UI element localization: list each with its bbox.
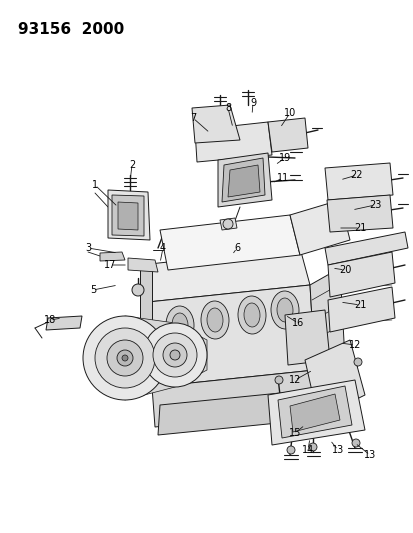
Ellipse shape	[237, 296, 266, 334]
Circle shape	[308, 443, 316, 451]
Text: 12: 12	[348, 340, 360, 350]
Text: 11: 11	[276, 173, 288, 183]
Polygon shape	[277, 386, 351, 438]
Circle shape	[351, 439, 359, 447]
Text: 10: 10	[283, 108, 295, 118]
Text: 22: 22	[350, 170, 362, 180]
Text: 21: 21	[353, 223, 366, 233]
Polygon shape	[304, 340, 364, 418]
Ellipse shape	[271, 291, 298, 329]
Polygon shape	[112, 195, 144, 236]
Polygon shape	[108, 190, 150, 240]
Polygon shape	[219, 218, 236, 230]
Circle shape	[95, 328, 154, 388]
Text: 93156  2000: 93156 2000	[18, 22, 124, 37]
Circle shape	[163, 343, 187, 367]
Polygon shape	[46, 316, 82, 330]
Polygon shape	[118, 202, 138, 230]
Circle shape	[274, 376, 282, 384]
Circle shape	[353, 358, 361, 366]
Polygon shape	[327, 252, 394, 297]
Polygon shape	[218, 153, 271, 207]
Circle shape	[132, 284, 144, 296]
Text: 8: 8	[224, 103, 230, 113]
Circle shape	[142, 323, 206, 387]
Polygon shape	[192, 105, 240, 143]
Circle shape	[286, 446, 294, 454]
Ellipse shape	[206, 308, 223, 332]
Polygon shape	[159, 215, 299, 270]
Text: 19: 19	[278, 153, 290, 163]
Text: 15: 15	[288, 428, 301, 438]
Polygon shape	[326, 195, 392, 232]
Text: 20: 20	[338, 265, 350, 275]
Polygon shape	[228, 165, 259, 197]
Polygon shape	[327, 287, 394, 332]
Polygon shape	[324, 163, 392, 200]
Circle shape	[122, 355, 128, 361]
Circle shape	[170, 350, 180, 360]
Polygon shape	[267, 118, 307, 152]
Polygon shape	[289, 200, 349, 255]
Text: 9: 9	[249, 98, 256, 108]
Text: 2: 2	[128, 160, 135, 170]
Circle shape	[107, 340, 142, 376]
Ellipse shape	[166, 306, 194, 344]
Text: 3: 3	[85, 243, 91, 253]
Circle shape	[117, 350, 133, 366]
Text: 18: 18	[44, 315, 56, 325]
Ellipse shape	[200, 301, 228, 339]
Text: 16: 16	[291, 318, 304, 328]
Text: 7: 7	[190, 113, 196, 123]
Polygon shape	[324, 232, 407, 265]
Polygon shape	[195, 122, 271, 162]
Polygon shape	[284, 310, 329, 365]
Circle shape	[153, 333, 197, 377]
Ellipse shape	[171, 313, 188, 337]
Text: 4: 4	[159, 243, 166, 253]
Ellipse shape	[276, 298, 292, 322]
Polygon shape	[158, 390, 309, 435]
Text: 13: 13	[363, 450, 375, 460]
Ellipse shape	[243, 303, 259, 327]
Polygon shape	[140, 265, 152, 387]
Text: 13: 13	[331, 445, 343, 455]
Text: 17: 17	[104, 260, 116, 270]
Polygon shape	[221, 158, 264, 202]
Circle shape	[223, 219, 233, 229]
Polygon shape	[309, 268, 344, 370]
Text: 23: 23	[368, 200, 380, 210]
Polygon shape	[147, 285, 314, 387]
Polygon shape	[289, 394, 339, 432]
Polygon shape	[90, 316, 206, 400]
Text: 12: 12	[288, 375, 301, 385]
Polygon shape	[100, 252, 125, 261]
Text: 14: 14	[301, 445, 313, 455]
Text: 21: 21	[353, 300, 366, 310]
Text: 6: 6	[233, 243, 240, 253]
Text: 1: 1	[92, 180, 98, 190]
Circle shape	[83, 316, 166, 400]
Text: 5: 5	[90, 285, 96, 295]
Polygon shape	[140, 248, 309, 302]
Polygon shape	[128, 258, 158, 272]
Polygon shape	[152, 370, 317, 427]
Polygon shape	[267, 380, 364, 445]
